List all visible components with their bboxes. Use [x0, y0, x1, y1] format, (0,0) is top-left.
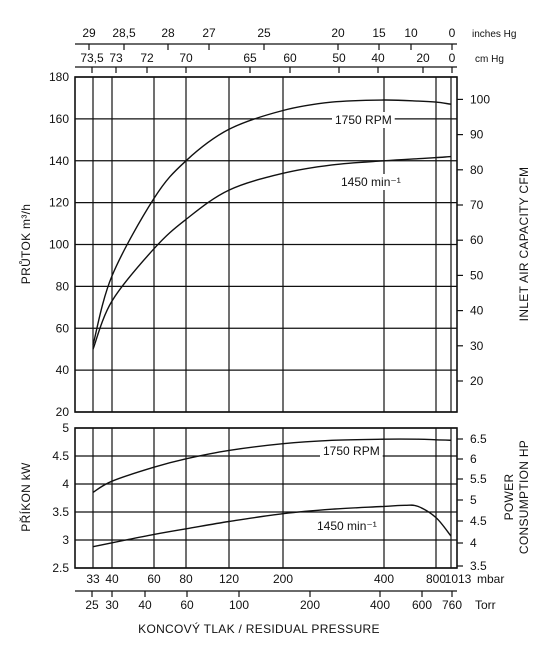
cm-hg-tick-label: 72 — [140, 51, 154, 65]
flow-ytick-label: 20 — [56, 405, 70, 419]
mbar-unit: mbar — [477, 572, 504, 586]
power-ytick-right-label: 3.5 — [470, 559, 487, 573]
torr-tick-label: 200 — [300, 598, 320, 612]
inches-hg-tick-label: 27 — [202, 26, 216, 40]
mbar-tick-label: 60 — [147, 572, 161, 586]
power-ytick-label: 4.5 — [52, 449, 69, 463]
torr-unit: Torr — [475, 598, 496, 612]
flow-ytick-right-label: 20 — [470, 374, 484, 388]
power-ylabel: PŘÍKON kW — [18, 462, 33, 532]
flow-ytick-right-label: 100 — [470, 92, 490, 106]
flow-series-label-1450: 1450 min⁻¹ — [341, 175, 401, 189]
flow-ylabel: PRŮTOK m³/h — [18, 204, 33, 284]
power-ylabel-right-line1: POWER — [502, 474, 516, 521]
power-ytick-right-label: 5 — [470, 493, 477, 507]
flow-ytick-label: 60 — [56, 321, 70, 335]
power-series-label-1450: 1450 min⁻¹ — [317, 519, 377, 533]
flow-ylabel-right: INLET AIR CAPACITY CFM — [517, 167, 531, 322]
flow-ytick-label: 180 — [49, 70, 69, 84]
inches-hg-tick-label: 10 — [404, 26, 418, 40]
torr-tick-label: 400 — [370, 598, 390, 612]
power-series-line-1450 — [92, 504, 452, 548]
flow-series-line-1450 — [92, 155, 452, 350]
cm-hg-tick-label: 73,5 — [80, 51, 104, 65]
ticks-layer: 2040608010012014016018020304050607080901… — [49, 26, 517, 612]
mbar-tick-label: 80 — [179, 572, 193, 586]
mbar-tick-label: 200 — [273, 572, 293, 586]
flow-series-line-1750 — [92, 99, 452, 346]
inches-hg-tick-label: 0 — [449, 26, 456, 40]
power-ytick-right-label: 6 — [470, 452, 477, 466]
power-ytick-label: 3.5 — [52, 505, 69, 519]
power-series-label-1750-bg — [320, 443, 383, 459]
cm-hg-tick-label: 73 — [109, 51, 123, 65]
cm-hg-tick-label: 50 — [332, 51, 346, 65]
inches-hg-tick-label: 28 — [161, 26, 175, 40]
torr-tick-label: 100 — [229, 598, 249, 612]
inches-hg-tick-label: 29 — [82, 26, 96, 40]
mbar-tick-label: 40 — [105, 572, 119, 586]
mbar-tick-label: 120 — [219, 572, 239, 586]
cm-hg-tick-label: 0 — [449, 51, 456, 65]
flow-ytick-label: 100 — [49, 238, 69, 252]
cm-hg-tick-label: 40 — [371, 51, 385, 65]
inches-hg-tick-label: 20 — [331, 26, 345, 40]
curves-layer: 1750 RPM 1450 min⁻¹ 1750 RPM 1450 min⁻¹ — [92, 99, 452, 548]
mbar-tick-label: 800 — [426, 572, 446, 586]
flow-series-label-1450-bg — [338, 174, 404, 190]
torr-tick-label: 600 — [412, 598, 432, 612]
flow-ytick-right-label: 50 — [470, 268, 484, 282]
flow-ytick-right-label: 40 — [470, 304, 484, 318]
power-ytick-label: 2.5 — [52, 561, 69, 575]
power-series-label-1750: 1750 RPM — [323, 444, 380, 458]
cm-hg-tick-label: 70 — [179, 51, 193, 65]
power-ytick-label: 3 — [62, 533, 69, 547]
power-ytick-label: 4 — [62, 477, 69, 491]
power-plot-frame — [74, 427, 458, 569]
flow-ytick-right-label: 30 — [470, 339, 484, 353]
flow-ytick-right-label: 70 — [470, 198, 484, 212]
torr-tick-label: 760 — [442, 598, 462, 612]
torr-tick-label: 40 — [138, 598, 152, 612]
mbar-tick-label: 33 — [86, 572, 100, 586]
cm-hg-tick-label: 20 — [416, 51, 430, 65]
flow-plot-frame — [74, 76, 458, 413]
inches-hg-tick-label: 25 — [257, 26, 271, 40]
cm-hg-unit: cm Hg — [475, 54, 504, 65]
flow-ytick-right-label: 80 — [470, 163, 484, 177]
flow-ytick-right-label: 90 — [470, 128, 484, 142]
power-ylabel-right-line2: CONSUMPTION HP — [517, 440, 531, 554]
torr-tick-label: 30 — [105, 598, 119, 612]
grid-layer — [74, 43, 463, 597]
flow-series-label-1750-bg — [332, 112, 395, 128]
flow-ytick-right-label: 60 — [470, 233, 484, 247]
power-series-line-1750 — [92, 438, 452, 494]
flow-ytick-label: 80 — [56, 279, 70, 293]
cm-hg-tick-label: 65 — [243, 51, 257, 65]
power-ytick-right-label: 5.5 — [470, 472, 487, 486]
cm-hg-tick-label: 60 — [283, 51, 297, 65]
power-ytick-right-label: 6.5 — [470, 432, 487, 446]
power-ytick-right-label: 4.5 — [470, 514, 487, 528]
flow-ytick-label: 40 — [56, 363, 70, 377]
mbar-tick-label: 1013 — [445, 572, 472, 586]
torr-tick-label: 60 — [180, 598, 194, 612]
flow-ytick-label: 120 — [49, 196, 69, 210]
inches-hg-unit: inches Hg — [472, 29, 516, 40]
power-ytick-right-label: 4 — [470, 536, 477, 550]
mbar-tick-label: 400 — [374, 572, 394, 586]
inches-hg-tick-label: 15 — [372, 26, 386, 40]
flow-ytick-label: 140 — [49, 154, 69, 168]
torr-tick-label: 25 — [85, 598, 99, 612]
flow-ytick-label: 160 — [49, 112, 69, 126]
power-ytick-label: 5 — [62, 421, 69, 435]
x-axis-title: KONCOVÝ TLAK / RESIDUAL PRESSURE — [138, 621, 380, 636]
flow-series-label-1750: 1750 RPM — [335, 113, 392, 127]
inches-hg-tick-label: 28,5 — [112, 26, 136, 40]
power-series-label-1450-bg — [314, 518, 380, 534]
